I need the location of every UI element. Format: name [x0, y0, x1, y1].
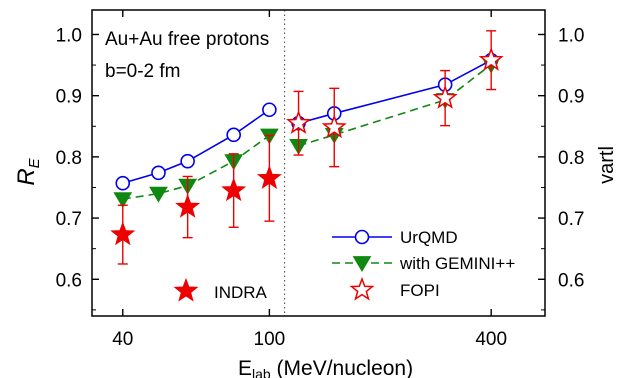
- legend-label: INDRA: [214, 283, 268, 302]
- data-point: [321, 114, 347, 139]
- legend-label: UrQMD: [400, 228, 458, 247]
- y2-tick-label: 1.0: [558, 25, 584, 46]
- annotation-system: Au+Au free protons: [105, 29, 269, 50]
- series-urqmd: [115, 52, 499, 191]
- data-point: [115, 175, 131, 191]
- data-point: [175, 193, 201, 218]
- data-point: [149, 186, 168, 203]
- legend-entry: with GEMINI++: [332, 254, 515, 273]
- legend-marker: [173, 277, 199, 302]
- legend-label: with GEMINI++: [399, 254, 515, 273]
- y2-axis-label: vartl: [596, 146, 618, 184]
- axis-layer: 0.6 0.6 0.7 0.7 0.8 0.8 0.9 0.9 1.0 1.0 40 100 400: [56, 10, 584, 350]
- plot-frame: [91, 9, 546, 317]
- y2-tick-label: 0.8: [558, 148, 584, 169]
- y-axis-label-sub: E: [26, 157, 43, 168]
- data-point: [226, 127, 241, 143]
- y-tick-label: 0.7: [56, 209, 82, 230]
- x-tick-label: 40: [112, 329, 133, 350]
- data-point: [221, 177, 247, 202]
- y-tick-label: 0.9: [56, 87, 82, 108]
- legend-entry: INDRA: [173, 277, 268, 302]
- series-fopi: [286, 30, 504, 168]
- legend-marker: [349, 276, 375, 301]
- legend-marker: [354, 229, 370, 245]
- y-tick-label: 0.6: [56, 270, 82, 291]
- data-point: [180, 153, 195, 169]
- x-axis-label-tail: (MeV/nucleon): [271, 357, 413, 378]
- y-axis-label: RE: [13, 157, 43, 185]
- data-point: [286, 110, 312, 134]
- y-axis-label-main: R: [13, 168, 40, 185]
- x-tick-label: 400: [475, 329, 507, 350]
- y-tick-label: 1.0: [56, 25, 82, 46]
- x-axis-label-sub: lab: [252, 366, 271, 378]
- data-point: [262, 102, 277, 118]
- series-line: [298, 63, 492, 147]
- data-point: [110, 221, 136, 246]
- legend-entry: UrQMD: [332, 228, 458, 247]
- annotation-impact-parameter: b=0-2 fm: [105, 61, 181, 82]
- series-line: [122, 134, 270, 200]
- legend-label: FOPI: [400, 281, 440, 300]
- legend-marker: [352, 256, 372, 273]
- data-point: [256, 165, 282, 189]
- y2-tick-label: 0.6: [558, 270, 584, 291]
- data-point: [478, 47, 504, 71]
- y-tick-label: 0.8: [56, 148, 82, 169]
- chart-series-layer: [110, 30, 504, 265]
- y2-tick-label: 0.7: [558, 209, 584, 230]
- series-line: [298, 59, 492, 124]
- series-line: [122, 109, 270, 184]
- x-axis-label: Elab (MeV/nucleon): [238, 357, 413, 378]
- x-tick-label: 100: [254, 329, 286, 350]
- legend-entry: FOPI: [349, 276, 440, 301]
- data-point: [432, 84, 458, 109]
- data-point: [151, 165, 166, 181]
- legend: UrQMD with GEMINI++ FOPI INDRA: [173, 228, 515, 302]
- series-indra: [110, 134, 282, 265]
- y2-tick-label: 0.9: [558, 87, 584, 108]
- x-axis-label-main: E: [238, 357, 252, 378]
- data-point: [113, 192, 133, 209]
